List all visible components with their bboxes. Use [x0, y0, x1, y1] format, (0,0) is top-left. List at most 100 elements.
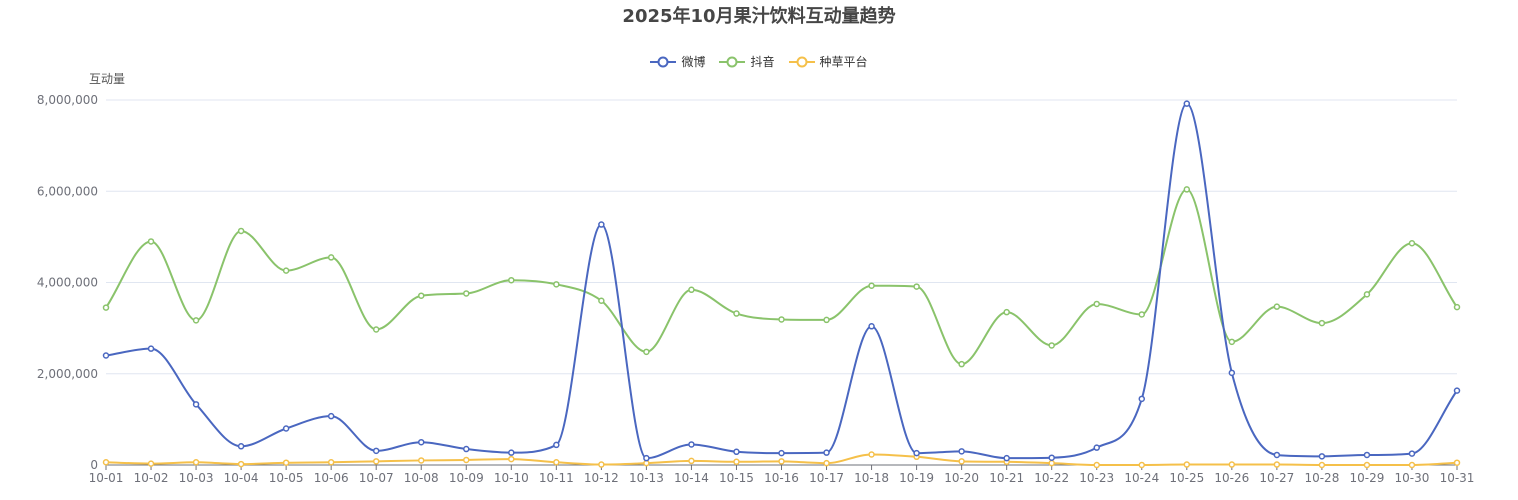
series-weibo: [102, 100, 1461, 462]
data-point-zhongcao[interactable]: [237, 460, 245, 468]
data-point-zhongcao[interactable]: [598, 461, 605, 468]
data-point-douyin[interactable]: [1048, 342, 1055, 349]
data-point-weibo[interactable]: [823, 449, 830, 456]
data-point-weibo[interactable]: [1453, 387, 1461, 394]
data-point-weibo[interactable]: [1048, 454, 1055, 461]
data-point-douyin[interactable]: [1453, 303, 1461, 311]
legend-item-weibo[interactable]: 微博: [650, 53, 705, 70]
data-point-weibo[interactable]: [1003, 454, 1010, 462]
data-point-zhongcao[interactable]: [102, 459, 110, 466]
data-point-zhongcao[interactable]: [1318, 461, 1326, 469]
y-tick-label: 8,000,000: [37, 93, 98, 107]
data-point-weibo[interactable]: [913, 449, 920, 457]
data-point-weibo[interactable]: [643, 454, 650, 462]
data-point-douyin[interactable]: [508, 276, 515, 284]
data-point-zhongcao[interactable]: [1183, 461, 1191, 468]
data-point-zhongcao[interactable]: [463, 456, 470, 464]
data-point-douyin[interactable]: [1363, 291, 1371, 298]
data-point-weibo[interactable]: [327, 412, 335, 420]
data-point-zhongcao[interactable]: [1408, 461, 1416, 469]
data-point-weibo[interactable]: [1363, 451, 1371, 459]
data-point-zhongcao[interactable]: [372, 458, 380, 465]
data-point-douyin[interactable]: [733, 310, 740, 317]
data-point-weibo[interactable]: [192, 401, 200, 408]
data-point-zhongcao[interactable]: [147, 460, 155, 467]
legend-item-zhongcao[interactable]: 种草平台: [788, 53, 868, 70]
data-point-zhongcao[interactable]: [958, 458, 965, 465]
data-point-zhongcao[interactable]: [553, 459, 560, 466]
data-point-douyin[interactable]: [1093, 300, 1100, 308]
data-point-weibo[interactable]: [1408, 450, 1416, 457]
data-point-douyin[interactable]: [1003, 308, 1010, 316]
data-point-weibo[interactable]: [372, 447, 380, 455]
data-point-douyin[interactable]: [463, 290, 470, 297]
data-point-weibo[interactable]: [1273, 451, 1281, 459]
data-point-douyin[interactable]: [282, 267, 290, 274]
x-tick-label: 10-23: [1079, 471, 1114, 485]
data-point-zhongcao[interactable]: [1228, 461, 1236, 468]
data-point-douyin[interactable]: [778, 316, 785, 323]
data-point-douyin[interactable]: [1273, 303, 1281, 310]
data-point-douyin[interactable]: [913, 283, 920, 290]
data-point-zhongcao[interactable]: [823, 459, 830, 467]
data-point-zhongcao[interactable]: [1048, 459, 1055, 467]
data-point-zhongcao[interactable]: [643, 459, 650, 467]
data-point-weibo[interactable]: [237, 443, 245, 450]
data-point-douyin[interactable]: [192, 317, 200, 324]
data-point-douyin[interactable]: [868, 282, 875, 289]
data-point-douyin[interactable]: [958, 360, 965, 368]
data-point-zhongcao[interactable]: [733, 458, 740, 466]
data-point-weibo[interactable]: [282, 425, 290, 432]
data-point-douyin[interactable]: [598, 297, 605, 304]
data-point-zhongcao[interactable]: [1138, 461, 1146, 469]
data-point-weibo[interactable]: [147, 345, 155, 352]
data-point-zhongcao[interactable]: [778, 458, 785, 465]
data-point-weibo[interactable]: [688, 441, 695, 448]
data-point-douyin[interactable]: [1318, 319, 1326, 327]
data-point-zhongcao[interactable]: [282, 459, 290, 466]
data-point-weibo[interactable]: [1228, 369, 1236, 377]
data-point-douyin[interactable]: [553, 281, 560, 288]
data-point-weibo[interactable]: [733, 448, 740, 456]
data-point-douyin[interactable]: [237, 227, 245, 235]
data-point-weibo[interactable]: [463, 445, 470, 453]
data-point-zhongcao[interactable]: [508, 455, 515, 463]
data-point-douyin[interactable]: [823, 316, 830, 324]
data-point-weibo[interactable]: [1138, 395, 1146, 403]
data-point-weibo[interactable]: [1183, 100, 1191, 107]
legend-swatch-douyin: [719, 56, 746, 67]
data-point-zhongcao[interactable]: [868, 451, 875, 458]
data-point-douyin[interactable]: [643, 348, 650, 356]
x-tick-label: 10-30: [1395, 471, 1430, 485]
data-point-douyin[interactable]: [417, 292, 425, 299]
data-point-weibo[interactable]: [508, 449, 515, 456]
data-point-zhongcao[interactable]: [1453, 459, 1461, 466]
data-point-douyin[interactable]: [1228, 338, 1236, 346]
data-point-weibo[interactable]: [102, 352, 110, 359]
data-point-weibo[interactable]: [868, 323, 875, 330]
data-point-douyin[interactable]: [1183, 186, 1191, 193]
data-point-douyin[interactable]: [1408, 240, 1416, 247]
data-point-weibo[interactable]: [1318, 453, 1326, 460]
data-point-zhongcao[interactable]: [417, 457, 425, 464]
data-point-zhongcao[interactable]: [1093, 461, 1100, 469]
data-point-douyin[interactable]: [327, 254, 335, 261]
data-point-zhongcao[interactable]: [1273, 461, 1281, 468]
data-point-zhongcao[interactable]: [192, 459, 200, 466]
data-point-zhongcao[interactable]: [1363, 461, 1371, 469]
data-point-douyin[interactable]: [688, 286, 695, 294]
data-point-weibo[interactable]: [553, 441, 560, 449]
data-point-douyin[interactable]: [102, 304, 110, 311]
data-point-zhongcao[interactable]: [688, 457, 695, 465]
data-point-weibo[interactable]: [598, 221, 605, 228]
data-point-douyin[interactable]: [372, 326, 380, 333]
data-point-weibo[interactable]: [1093, 444, 1100, 451]
data-point-weibo[interactable]: [417, 438, 425, 446]
legend-item-douyin[interactable]: 抖音: [719, 53, 775, 70]
data-point-weibo[interactable]: [778, 449, 785, 457]
data-point-douyin[interactable]: [1138, 311, 1146, 318]
data-point-weibo[interactable]: [958, 448, 965, 455]
x-tick-label: 10-31: [1440, 471, 1475, 485]
data-point-zhongcao[interactable]: [327, 459, 335, 466]
data-point-douyin[interactable]: [147, 238, 155, 245]
